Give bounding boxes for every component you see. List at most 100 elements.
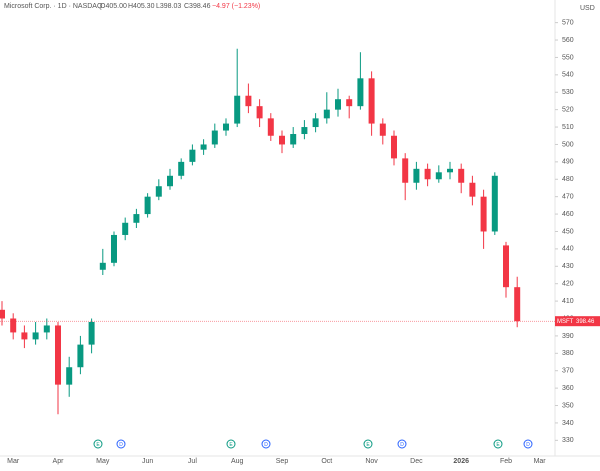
x-tick-label: Apr [53,458,65,465]
candle-body [77,344,84,368]
candle-body [178,161,185,176]
event-label: D [526,442,530,448]
y-tick-label: 350 [562,402,574,409]
y-tick-label: 540 [562,72,574,79]
x-tick-label: Jul [188,458,197,465]
y-tick-label: 470 [562,194,574,201]
candle-body [335,99,341,110]
candle-body [435,172,442,180]
event-label: E [496,442,500,448]
candle-body [88,321,95,345]
event-marker [493,439,503,449]
candle-body [458,168,465,183]
candle-body [256,106,263,119]
candle-body [346,99,353,107]
candle-body [32,332,39,340]
candle-body [133,214,140,223]
candle-body [447,168,453,173]
candle-body [290,134,297,145]
y-tick-label: 340 [562,420,574,427]
candle-body [368,78,375,124]
event-marker [523,439,533,449]
y-tick-label: 460 [562,211,574,218]
event-marker [93,439,103,449]
candle-body [514,287,521,322]
candle-body [267,118,274,136]
event-marker [363,439,373,449]
x-tick-label: Dec [410,458,423,465]
candle-body [503,245,509,288]
candle-body [111,234,117,263]
event-marker [397,439,407,449]
y-tick-label: 530 [562,89,574,96]
x-tick-label: Feb [500,458,512,465]
candle-body [402,158,409,183]
candle-body [245,95,252,107]
candle-body [21,332,28,340]
y-tick-label: 450 [562,228,574,235]
x-tick-label: May [96,458,110,465]
candle-body [144,196,151,215]
last-price-label: 398.46 [576,319,595,325]
x-tick-label: Aug [231,458,244,465]
candle-body [491,175,498,232]
candle-body [279,135,285,145]
y-tick-label: 490 [562,159,574,166]
candle-body [211,130,218,145]
header-low: L398.03 [156,3,181,10]
y-tick-label: 570 [562,19,574,26]
candle-body [155,186,162,197]
candle-body [424,168,431,180]
header-high: H405.30 [128,3,155,10]
candle-body [167,175,173,187]
x-tick-label: Jun [142,458,153,465]
event-label: D [264,442,268,448]
candle-body [99,262,106,270]
candle-body [391,135,397,159]
y-tick-label: 480 [562,176,574,183]
last-price-tag [555,316,600,327]
header-close: C398.46 [184,3,211,10]
y-tick-label: 500 [562,141,574,148]
candle-body [312,118,319,128]
y-tick-label: 520 [562,106,574,113]
header-change: −4.97 (−1.23%) [212,3,260,10]
candle-body [379,123,386,136]
event-marker [116,439,126,449]
header-symbol: Microsoft Corp. · 1D · NASDAQ [4,3,103,10]
x-tick-label: Oct [321,458,332,465]
x-tick-label: 2026 [453,458,469,465]
candle-body [480,196,487,232]
y-tick-label: 380 [562,350,574,357]
event-label: E [366,442,370,448]
event-marker [261,439,271,449]
candle-body [223,123,229,131]
candle-body [200,144,207,150]
x-tick-label: Mar [7,458,20,465]
candle-body [10,318,17,333]
y-tick-label: 370 [562,368,574,375]
candle-body [0,309,5,319]
candle-body [122,222,129,235]
event-label: E [96,442,100,448]
event-label: E [229,442,233,448]
y-tick-label: 330 [562,437,574,444]
candle-body [357,78,364,107]
last-tag-symbol: MSFT [557,319,574,325]
candle-body [189,149,196,162]
event-marker [226,439,236,449]
y-tick-label: 390 [562,333,574,340]
y-tick-label: 510 [562,124,574,131]
candle-body [234,95,241,124]
x-tick-label: Mar [534,458,547,465]
y-tick-label: 560 [562,37,574,44]
candle-body [66,367,73,385]
y-tick-label: 550 [562,54,574,61]
candle-body [413,168,420,183]
y-tick-label: 430 [562,263,574,270]
currency: USD [580,5,595,12]
y-tick-label: 410 [562,298,574,305]
header-open: O405.00 [100,3,127,10]
